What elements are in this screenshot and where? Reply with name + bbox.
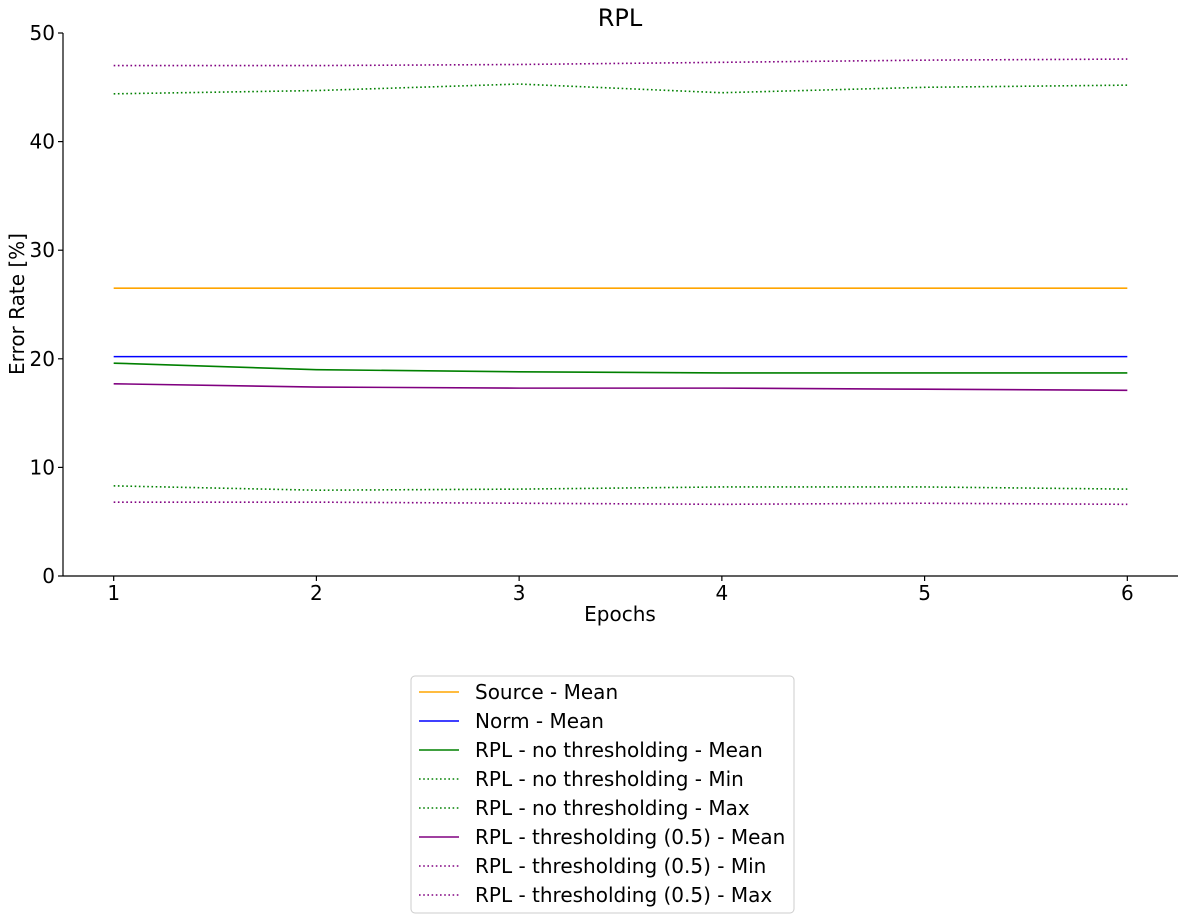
series-line-rpl-no-thresholding-mean — [113, 362, 1128, 374]
chart-title: RPL — [598, 4, 643, 32]
y-tick-label: 0 — [42, 564, 55, 588]
x-tick-label: 5 — [918, 581, 931, 605]
legend-label-rpl-no-thresholding-mean: RPL - no thresholding - Mean — [475, 738, 763, 762]
x-tick-label: 2 — [310, 581, 323, 605]
x-tick-label: 1 — [107, 581, 120, 605]
legend-label-source-mean: Source - Mean — [475, 680, 618, 704]
x-tick-label: 6 — [1121, 581, 1134, 605]
legend-label-rpl-no-thresholding-min: RPL - no thresholding - Min — [475, 767, 744, 791]
series-line-rpl-no-thresholding-min — [113, 485, 1128, 492]
legend-label-rpl-thresholding-0-5-mean: RPL - thresholding (0.5) - Mean — [475, 825, 785, 849]
series-line-rpl-no-thresholding-max — [113, 83, 1128, 95]
x-tick-label: 3 — [513, 581, 526, 605]
y-tick-label: 30 — [30, 238, 55, 262]
x-tick-label: 4 — [715, 581, 728, 605]
series-layer — [113, 58, 1128, 506]
plot-area: 1 2 3 4 5 6 0 10 20 30 40 50 — [30, 21, 1178, 605]
series-line-rpl-thresholding-0-5-max — [113, 58, 1128, 67]
y-tick-label: 50 — [30, 21, 55, 45]
legend-label-rpl-thresholding-0-5-min: RPL - thresholding (0.5) - Min — [475, 854, 766, 878]
legend-items: Source - Mean Norm - Mean RPL - no thresho… — [419, 680, 785, 907]
legend-label-norm-mean: Norm - Mean — [475, 709, 604, 733]
x-axis-ticks: 1 2 3 4 5 6 — [107, 576, 1134, 605]
x-axis-label: Epochs — [584, 602, 656, 626]
y-axis-label: Error Rate [%] — [5, 233, 29, 375]
legend: Source - Mean Norm - Mean RPL - no thresho… — [410, 675, 795, 914]
legend-label-rpl-no-thresholding-max: RPL - no thresholding - Max — [475, 796, 750, 820]
y-tick-label: 10 — [30, 455, 55, 479]
series-line-rpl-thresholding-0-5-mean — [113, 382, 1128, 392]
legend-label-rpl-thresholding-0-5-max: RPL - thresholding (0.5) - Max — [475, 883, 772, 907]
series-line-rpl-thresholding-0-5-min — [113, 501, 1128, 506]
legend-frame — [410, 675, 795, 914]
y-tick-label: 40 — [30, 130, 55, 154]
y-tick-label: 20 — [30, 347, 55, 371]
y-axis-ticks: 0 10 20 30 40 50 — [30, 21, 63, 588]
